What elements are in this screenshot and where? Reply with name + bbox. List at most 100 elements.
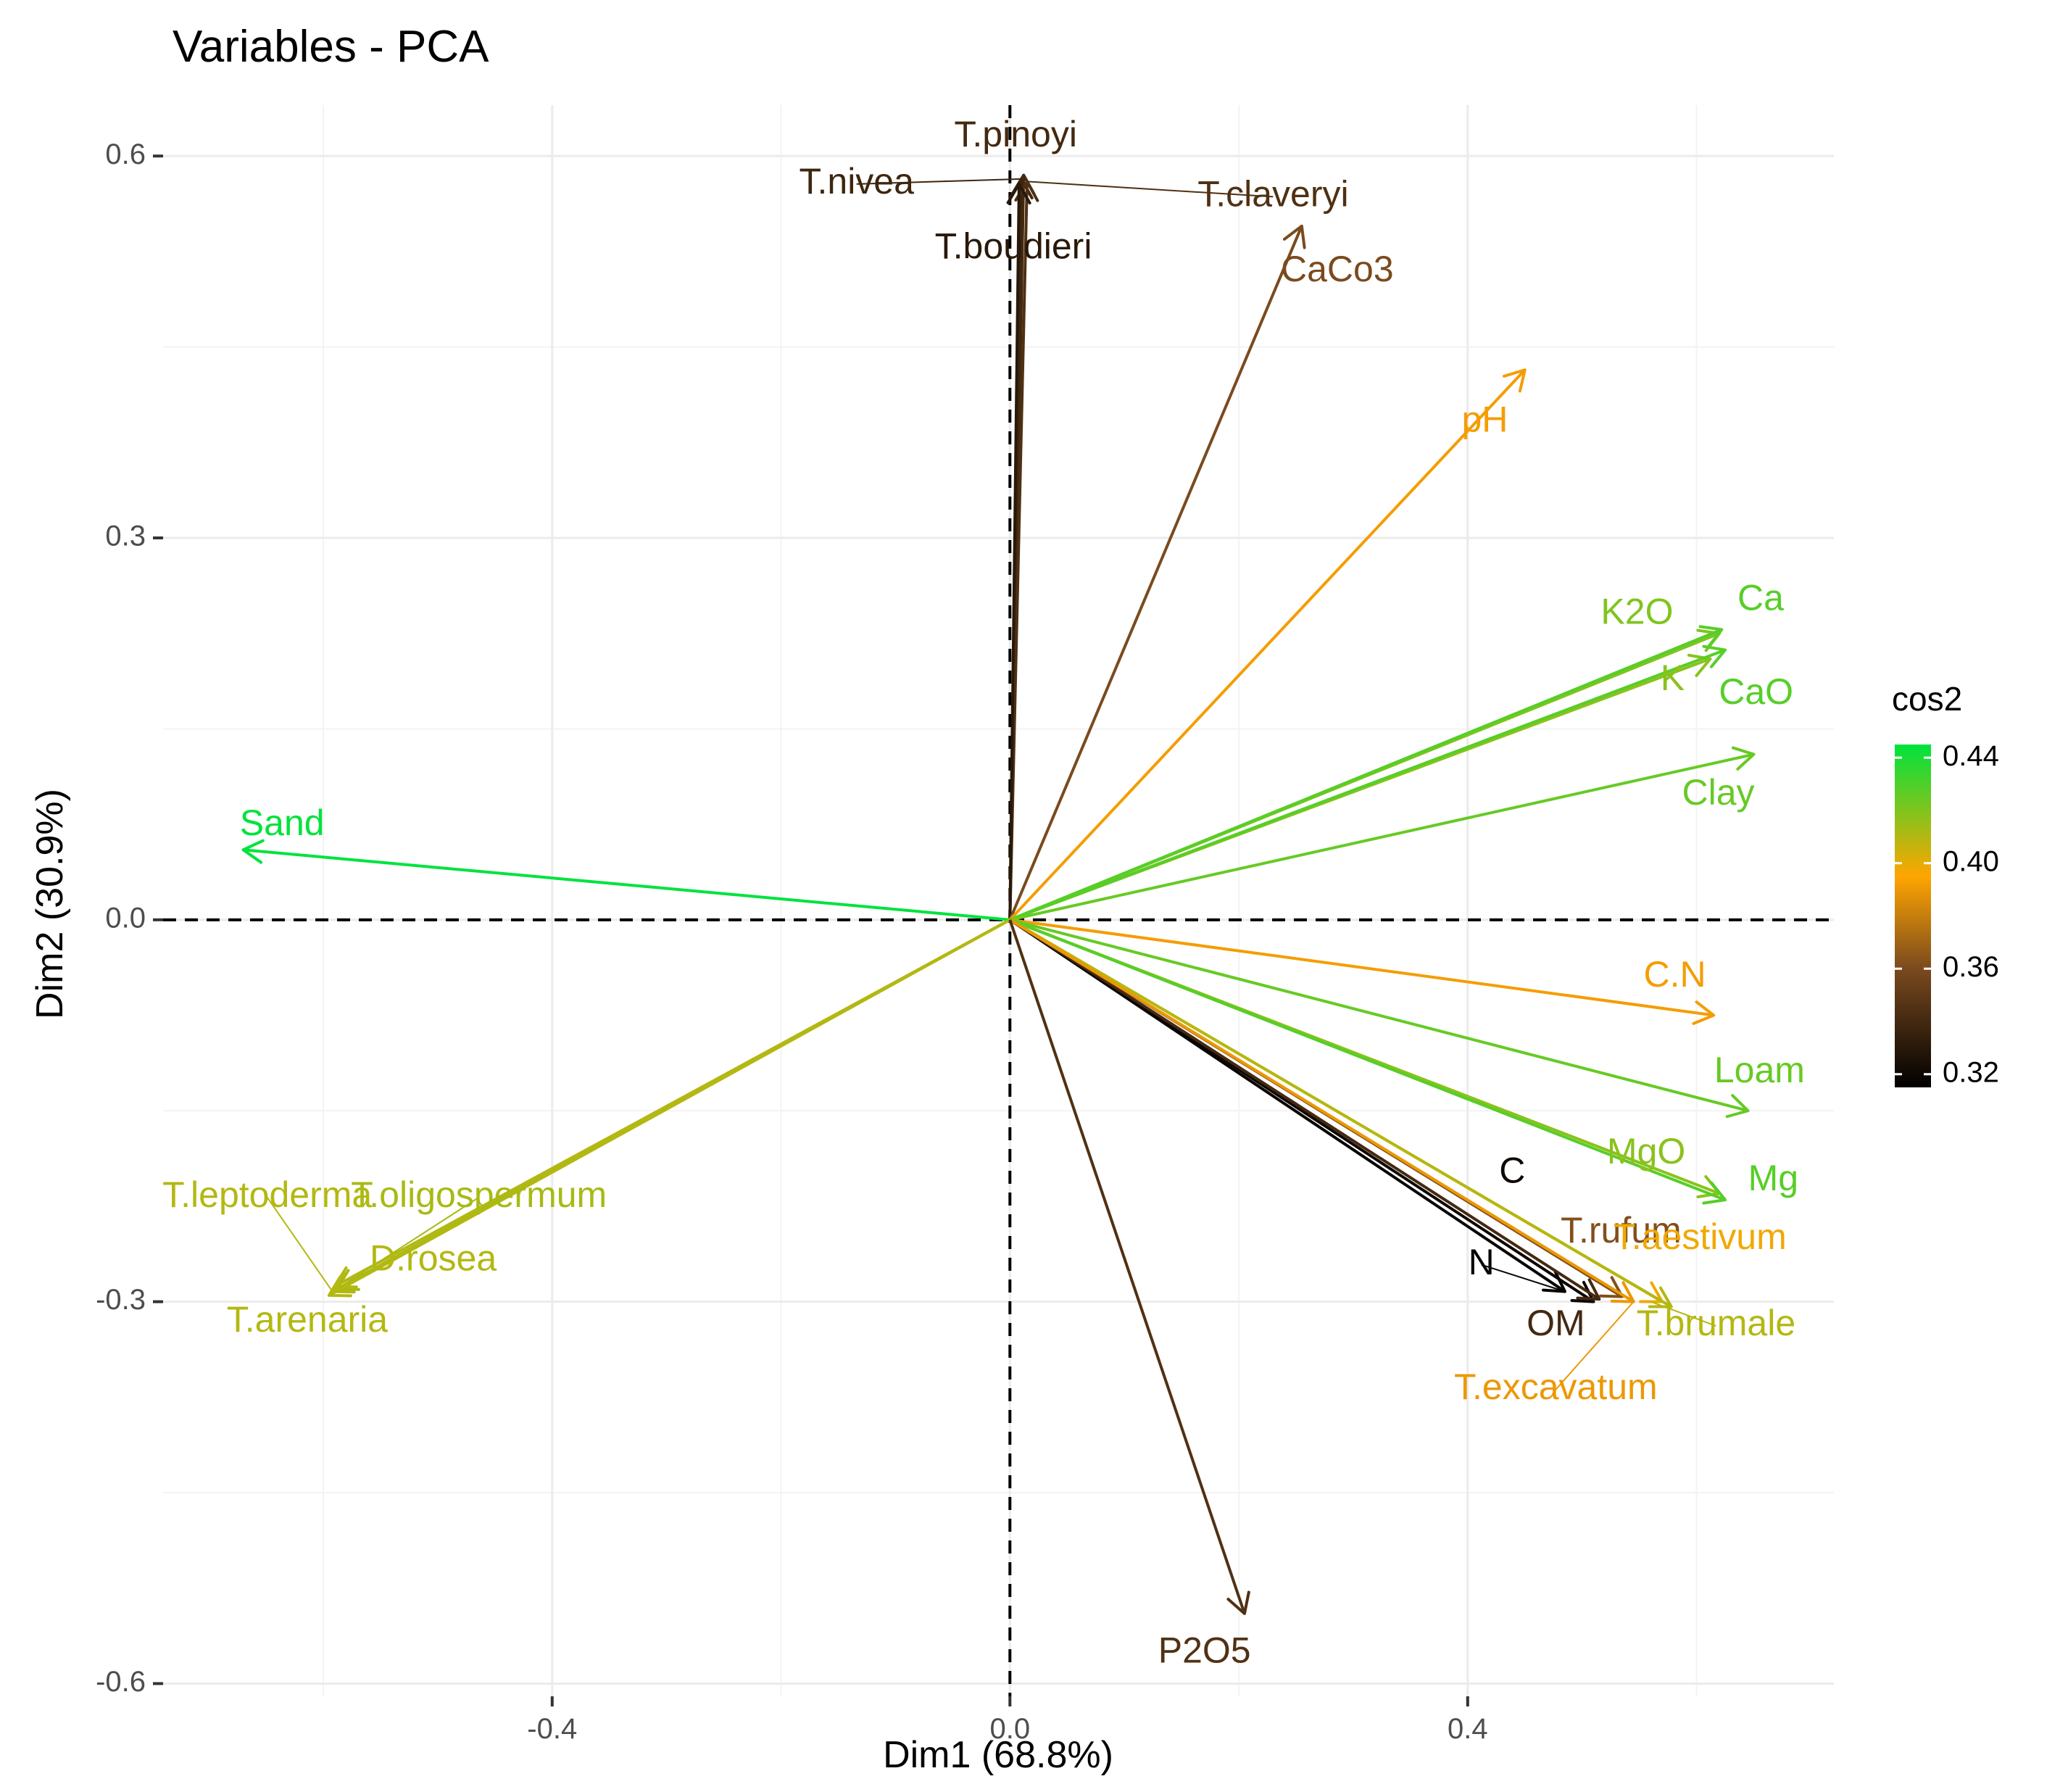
y-tick-label: 0.3 bbox=[105, 520, 146, 552]
x-tick-label: 0.4 bbox=[1448, 1713, 1488, 1745]
arrow-shaft bbox=[1009, 918, 1726, 1202]
x-tick-label: -0.4 bbox=[527, 1713, 577, 1745]
variable-label: T.brumale bbox=[1637, 1303, 1796, 1343]
arrow-t-arenaria bbox=[327, 918, 1011, 1298]
arrow-shaft bbox=[1009, 648, 1726, 921]
variable-label: C bbox=[1499, 1150, 1525, 1190]
arrow-head bbox=[1648, 1286, 1673, 1308]
variable-label: T.oligospermum bbox=[351, 1174, 607, 1215]
leader-line bbox=[336, 1196, 480, 1290]
arrow-p2o5 bbox=[1008, 919, 1250, 1615]
arrow-caco3 bbox=[1008, 224, 1306, 921]
arrow-head bbox=[1006, 182, 1031, 205]
legend-tick-label: 0.36 bbox=[1943, 951, 1999, 983]
x-axis-title: Dim1 (68.8%) bbox=[883, 1734, 1113, 1776]
arrow-head bbox=[1598, 1276, 1624, 1298]
arrow-head bbox=[1687, 653, 1712, 677]
x-axis: -0.4 0.0 0.4 bbox=[527, 1696, 1488, 1745]
variable-label: CaCo3 bbox=[1281, 249, 1394, 289]
leader-line bbox=[1481, 1264, 1566, 1293]
arrow-shaft bbox=[1008, 919, 1246, 1614]
arrow-shaft bbox=[1009, 628, 1723, 921]
leader-line bbox=[266, 1197, 333, 1293]
variable-label: Clay bbox=[1682, 772, 1755, 813]
arrow-shaft bbox=[1009, 752, 1754, 921]
variable-label: Loam bbox=[1714, 1050, 1805, 1090]
arrow-shaft bbox=[1009, 918, 1635, 1303]
y-tick-label: -0.3 bbox=[96, 1284, 146, 1316]
variable-label: T.arenaria bbox=[227, 1299, 389, 1340]
variable-label: K2O bbox=[1600, 592, 1673, 632]
arrow-om bbox=[1009, 918, 1601, 1301]
variable-label: T.claveryi bbox=[1197, 174, 1348, 215]
variable-label: P2O5 bbox=[1158, 1630, 1251, 1670]
variable-label: Sand bbox=[240, 802, 325, 843]
legend-title: cos2 bbox=[1892, 680, 1962, 718]
y-axis: -0.6 -0.3 0.0 0.3 0.6 bbox=[96, 138, 163, 1698]
variable-label: D.rosea bbox=[370, 1238, 497, 1279]
y-axis-title: Dim2 (30.9%) bbox=[29, 789, 71, 1019]
arrow-head bbox=[1282, 224, 1306, 249]
arrow-head bbox=[327, 1275, 352, 1298]
arrow-t-brumale bbox=[1009, 918, 1673, 1308]
variable-label: OM bbox=[1527, 1303, 1585, 1343]
arrow-head bbox=[1702, 1181, 1727, 1205]
arrow-clay bbox=[1009, 746, 1756, 921]
arrow-shaft bbox=[1009, 918, 1566, 1293]
arrow-mg bbox=[1009, 918, 1727, 1205]
leader-line bbox=[1650, 1301, 1716, 1327]
variable-label: C.N bbox=[1643, 954, 1706, 995]
arrow-cao bbox=[1009, 644, 1727, 921]
plot-background bbox=[163, 105, 1834, 1696]
leader-line bbox=[1555, 1301, 1635, 1390]
grid-minor bbox=[163, 105, 1834, 1696]
legend-tick-label: 0.44 bbox=[1943, 740, 1999, 772]
arrow-c-n bbox=[1010, 918, 1716, 1025]
arrow-shaft bbox=[1008, 183, 1021, 920]
arrow-shaft bbox=[1008, 225, 1303, 921]
chart-title: Variables - PCA bbox=[173, 22, 489, 72]
arrow-ph bbox=[1008, 368, 1527, 921]
variable-labels: T.pinoyi T.nivea T.claveryi T.boudieri CaCo3… bbox=[162, 114, 1805, 1670]
arrow-head bbox=[1692, 1000, 1716, 1025]
y-tick-label: 0.6 bbox=[105, 138, 146, 170]
variable-label: K bbox=[1661, 658, 1685, 698]
variable-label: T.excavatum bbox=[1454, 1366, 1658, 1407]
variable-label: T.leptoderma bbox=[162, 1174, 372, 1215]
variable-label: CaO bbox=[1719, 671, 1793, 712]
cos2-legend: cos2 0.32 0.36 0.40 0.44 bbox=[1892, 680, 1999, 1088]
legend-tick-label: 0.40 bbox=[1943, 845, 1999, 877]
variable-label: Ca bbox=[1737, 577, 1784, 618]
arrow-shaft bbox=[1009, 918, 1749, 1113]
variable-label: N bbox=[1469, 1242, 1495, 1282]
arrow-shaft bbox=[1009, 918, 1600, 1301]
variable-label: T.pinoyi bbox=[954, 114, 1077, 154]
variable-label: T.boudieri bbox=[935, 226, 1092, 267]
arrow-head bbox=[1226, 1590, 1250, 1615]
arrow-head bbox=[1503, 368, 1527, 393]
y-tick-label: -0.6 bbox=[96, 1666, 146, 1698]
arrow-head bbox=[1731, 746, 1756, 771]
arrow-shaft bbox=[243, 848, 1010, 921]
variable-label: T.nivea bbox=[800, 161, 915, 202]
arrow-t-boudieri bbox=[1006, 182, 1031, 920]
arrow-shaft bbox=[1009, 918, 1672, 1308]
leader-line bbox=[1026, 181, 1274, 198]
variable-label: T.rufum bbox=[1561, 1210, 1682, 1250]
arrow-head bbox=[1570, 1280, 1595, 1303]
legend-colorbar bbox=[1895, 744, 1931, 1087]
arrow-head bbox=[1698, 625, 1724, 649]
arrow-head bbox=[1725, 1094, 1750, 1119]
variable-label: Mg bbox=[1748, 1158, 1798, 1198]
arrow-head bbox=[241, 839, 265, 864]
legend-ticks: 0.32 0.36 0.40 0.44 bbox=[1895, 740, 1999, 1088]
variable-label: T.aestivum bbox=[1614, 1216, 1787, 1257]
arrow-ca bbox=[1009, 625, 1724, 921]
plot-area: T.pinoyi T.nivea T.claveryi T.boudieri CaCo3… bbox=[162, 105, 1834, 1696]
label-leader-lines bbox=[266, 178, 1716, 1390]
arrow-shaft bbox=[328, 918, 1011, 1297]
arrow-shaft bbox=[1010, 918, 1714, 1017]
variable-label: MgO bbox=[1607, 1131, 1685, 1171]
legend-tick-label: 0.32 bbox=[1943, 1056, 1999, 1088]
